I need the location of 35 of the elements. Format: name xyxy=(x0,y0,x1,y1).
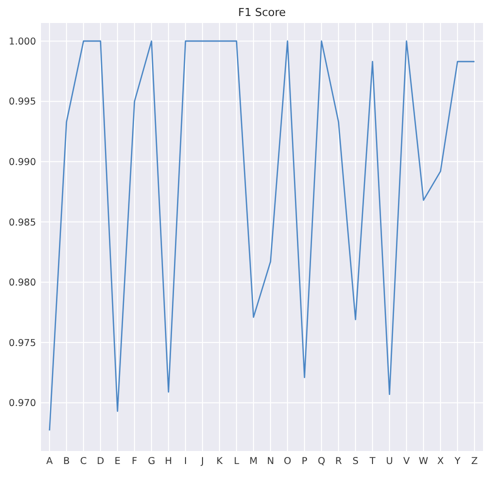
x-tick-label: Z xyxy=(471,456,478,467)
y-tick-label: 1.000 xyxy=(8,36,36,48)
y-tick-label: 0.995 xyxy=(8,96,36,108)
chart-title: F1 Score xyxy=(238,6,286,19)
x-tick-label: K xyxy=(216,456,224,467)
x-tick-label: Y xyxy=(454,456,461,467)
x-tick-label: U xyxy=(386,456,394,467)
x-tick-label: M xyxy=(249,456,258,467)
y-tick-label: 0.980 xyxy=(8,278,36,289)
x-tick-label: X xyxy=(437,456,444,467)
x-tick-label: Q xyxy=(318,456,326,467)
x-tick-label: J xyxy=(200,456,204,467)
x-tick-label: G xyxy=(148,456,156,467)
x-tick-label: S xyxy=(352,456,359,467)
x-tick-label: D xyxy=(96,456,104,467)
x-tick-label: B xyxy=(63,456,70,467)
x-tick-label: H xyxy=(164,456,172,467)
y-tick-label: 0.970 xyxy=(8,398,36,410)
x-tick-label: N xyxy=(266,456,274,467)
x-tick-label: F xyxy=(132,456,138,467)
x-tick-label: E xyxy=(114,456,121,467)
y-tick-label: 0.990 xyxy=(8,156,36,168)
x-tick-label: O xyxy=(284,456,292,467)
x-tick-label: R xyxy=(335,456,342,467)
x-tick-label: C xyxy=(80,456,88,467)
x-tick-label: V xyxy=(403,456,410,467)
x-tick-label: I xyxy=(184,456,187,467)
x-tick-label: L xyxy=(234,456,240,467)
x-tick-label: P xyxy=(302,456,308,467)
y-tick-label: 0.985 xyxy=(8,217,36,228)
line-series xyxy=(48,40,476,432)
x-tick-label: A xyxy=(46,456,54,467)
x-tick-label: T xyxy=(368,456,376,467)
x-tick-label: W xyxy=(418,456,429,467)
y-tick-label: 0.975 xyxy=(8,338,36,349)
